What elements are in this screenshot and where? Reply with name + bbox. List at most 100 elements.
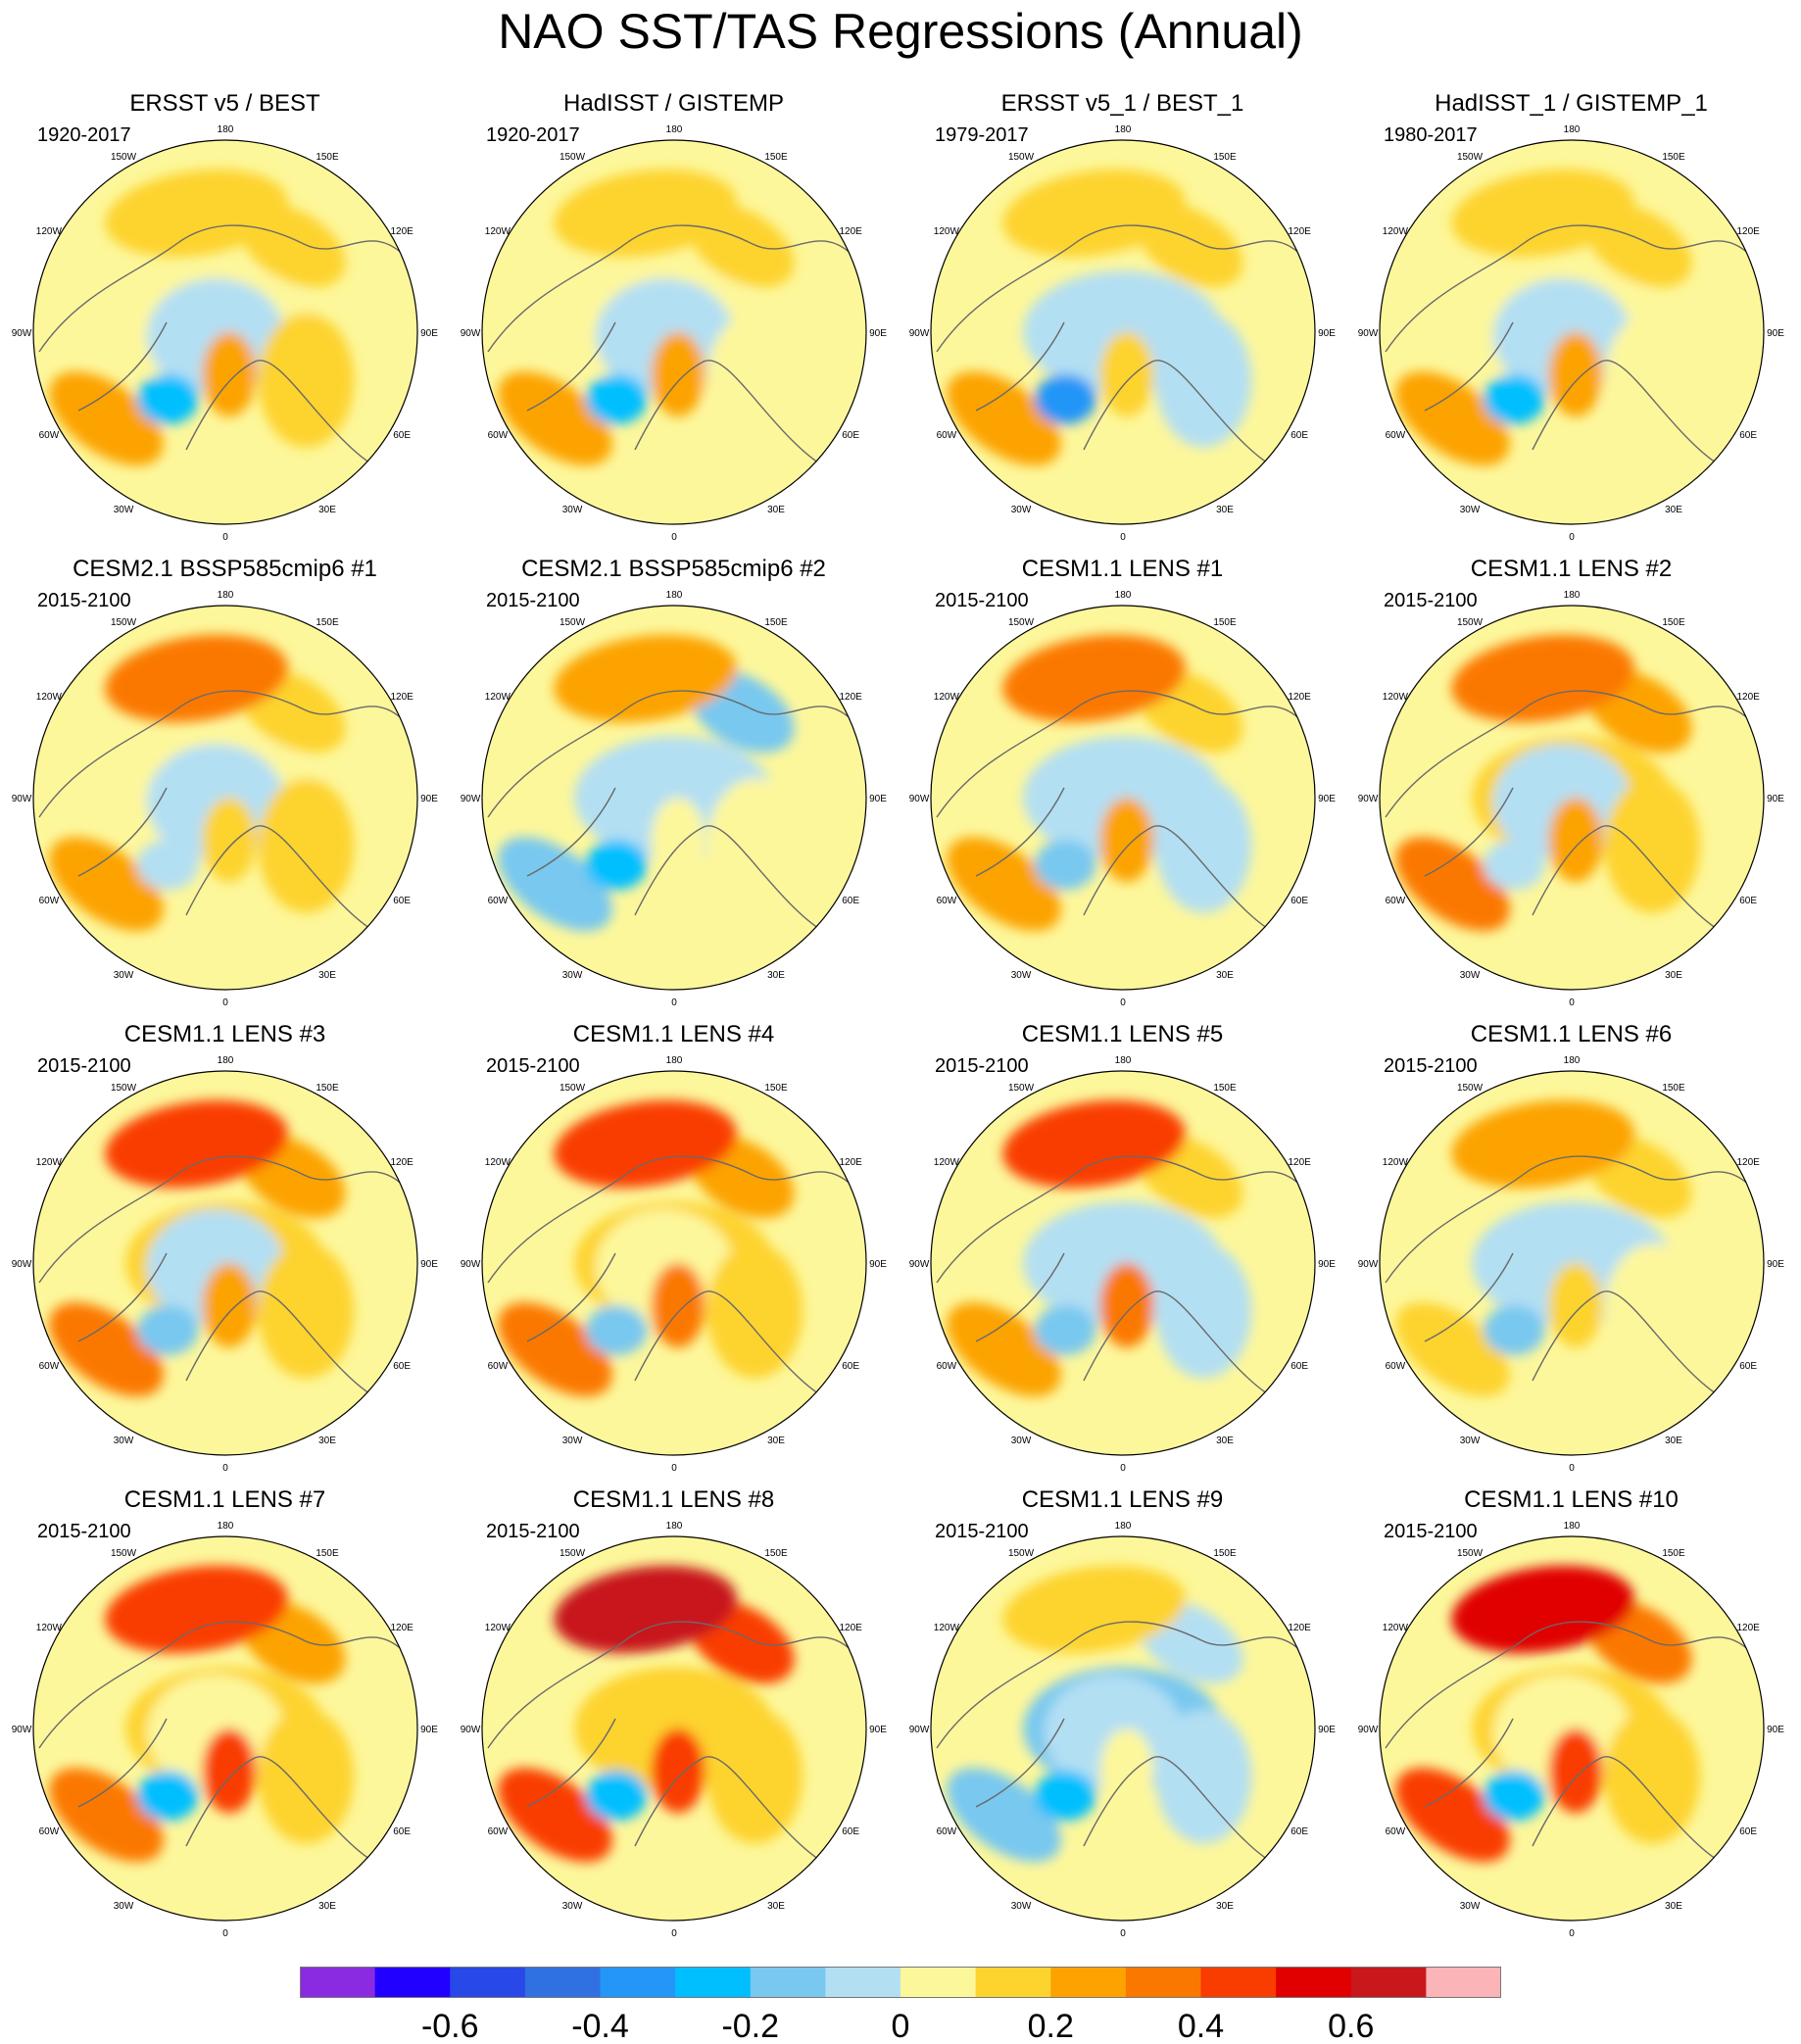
longitude-label: 30E <box>767 1436 785 1446</box>
longitude-label: 150W <box>560 152 586 163</box>
longitude-label: 120E <box>1736 226 1760 237</box>
polar-map: 180 150E 120E 90E 60E 30E 0 30W 60W 90W 120W 150W <box>461 124 888 543</box>
polar-map: 180 150E 120E 90E 60E 30E 0 30W 60W 90W 120W 150W <box>461 1521 888 1939</box>
panel-period: 2015-2100 <box>1384 590 1478 611</box>
longitude-label: 60W <box>1386 1826 1406 1837</box>
map-panel: CESM1.1 LENS #8 2015-2100 180 150E 120E 90E 60… <box>449 1486 899 1952</box>
longitude-label: 60W <box>937 1361 957 1372</box>
longitude-label: 60W <box>39 1361 60 1372</box>
map-boundary <box>481 1535 867 1922</box>
longitude-label: 180 <box>1115 124 1132 135</box>
colorbar-swatch <box>825 1967 901 1998</box>
longitude-label: 120E <box>1736 1623 1760 1633</box>
longitude-label: 30E <box>1216 1436 1234 1446</box>
longitude-label: 30E <box>1216 1901 1234 1912</box>
longitude-label: 150W <box>1457 1548 1484 1559</box>
longitude-label: 120E <box>1736 1157 1760 1168</box>
longitude-label: 60E <box>1290 430 1308 441</box>
longitude-label: 120E <box>839 692 862 703</box>
map-panel: ERSST v5_1 / BEST_1 1979-2017 180 150E 120E 9… <box>898 90 1347 556</box>
longitude-label: 90E <box>869 328 887 339</box>
polar-map: 180 150E 120E 90E 60E 30E 0 30W 60W 90W 120W 150W <box>1358 1521 1785 1939</box>
map-boundary <box>32 1070 418 1456</box>
longitude-label: 180 <box>1564 590 1581 601</box>
panel-period: 2015-2100 <box>1384 1521 1478 1542</box>
longitude-label: 30W <box>1460 505 1481 515</box>
anomaly-region-atl <box>1395 371 1510 466</box>
longitude-label: 0 <box>671 1928 677 1939</box>
longitude-label: 90W <box>1358 1725 1379 1735</box>
colorbar-swatch <box>374 1967 451 1998</box>
anomaly-region-pac <box>554 634 737 723</box>
anomaly-region-pac <box>1002 169 1186 258</box>
colorbar-tick-label: 0.2 <box>1028 2008 1074 2043</box>
anomaly-region-pac <box>1451 1099 1634 1189</box>
longitude-label: 180 <box>666 124 683 135</box>
longitude-label: 150E <box>764 1548 788 1559</box>
longitude-label: 60E <box>1290 1361 1308 1372</box>
longitude-label: 0 <box>1120 1928 1126 1939</box>
longitude-label: 0 <box>1120 1463 1126 1474</box>
longitude-label: 120W <box>934 1157 960 1168</box>
longitude-label: 150E <box>316 1083 339 1094</box>
longitude-label: 0 <box>1120 532 1126 543</box>
map-boundary <box>32 605 418 991</box>
map-boundary <box>481 1070 867 1456</box>
colorbar-tick-label: -0.6 <box>421 2008 479 2043</box>
colorbar-swatch <box>900 1967 977 1998</box>
longitude-label: 180 <box>1115 1055 1132 1066</box>
polar-map: 180 150E 120E 90E 60E 30E 0 30W 60W 90W 120W 150W <box>12 124 439 543</box>
longitude-label: 90W <box>12 1725 32 1735</box>
longitude-label: 60E <box>393 1361 411 1372</box>
anomaly-region-sib <box>706 1243 803 1379</box>
panel-title: CESM1.1 LENS #7 <box>123 1486 326 1513</box>
longitude-label: 60E <box>842 1826 859 1837</box>
longitude-label: 0 <box>1569 1463 1575 1474</box>
anomaly-region-eu <box>202 332 257 417</box>
anomaly-region-atl <box>947 1302 1061 1397</box>
colorbar-tick-label: 0.4 <box>1178 2008 1224 2043</box>
anomaly-region-sib <box>1604 1709 1701 1844</box>
longitude-label: 180 <box>666 1055 683 1066</box>
map-boundary <box>1379 139 1765 525</box>
longitude-label: 30W <box>1011 505 1032 515</box>
longitude-label: 150E <box>316 617 339 628</box>
anomaly-region-pac <box>554 169 737 258</box>
longitude-label: 120E <box>390 226 414 237</box>
polar-map: 180 150E 120E 90E 60E 30E 0 30W 60W 90W 120W 150W <box>909 590 1337 1008</box>
longitude-label: 120E <box>390 1623 414 1633</box>
longitude-label: 30W <box>114 1436 134 1446</box>
longitude-label: 150E <box>764 617 788 628</box>
panel-period: 2015-2100 <box>486 590 580 611</box>
longitude-label: 90E <box>869 794 887 804</box>
panel-title: CESM1.1 LENS #9 <box>1021 1486 1224 1513</box>
longitude-label: 90E <box>1767 1725 1784 1735</box>
longitude-label: 30E <box>767 1901 785 1912</box>
longitude-label: 30E <box>318 1901 336 1912</box>
longitude-label: 180 <box>1564 1521 1581 1532</box>
anomaly-region-pac <box>1451 1565 1634 1654</box>
anomaly-region-pac <box>105 634 288 723</box>
longitude-label: 60W <box>488 896 509 906</box>
anomaly-region-sg <box>1483 1771 1545 1822</box>
map-panel: CESM1.1 LENS #5 2015-2100 180 150E 120E 90E 60… <box>898 1021 1347 1486</box>
longitude-label: 30E <box>767 505 785 515</box>
longitude-label: 150E <box>1213 152 1237 163</box>
anomaly-region-sg <box>1034 1305 1096 1356</box>
longitude-label: 120W <box>36 226 63 237</box>
longitude-label: 60E <box>842 430 859 441</box>
longitude-label: 0 <box>222 1463 228 1474</box>
anomaly-region-eu <box>1099 1728 1154 1814</box>
colorbar-swatch <box>750 1967 826 1998</box>
longitude-label: 90E <box>1318 1259 1336 1270</box>
map-boundary <box>930 1535 1316 1922</box>
longitude-label: 150W <box>111 1548 137 1559</box>
map-panel: HadISST_1 / GISTEMP_1 1980-2017 180 150E 120… <box>1346 90 1796 556</box>
longitude-label: 60W <box>488 430 509 441</box>
anomaly-region-pac <box>1002 1099 1186 1189</box>
longitude-label: 120E <box>839 1157 862 1168</box>
longitude-label: 0 <box>222 1928 228 1939</box>
anomaly-region-pac <box>554 1565 737 1654</box>
anomaly-region-pac <box>1002 1565 1186 1654</box>
longitude-label: 150W <box>1457 617 1484 628</box>
